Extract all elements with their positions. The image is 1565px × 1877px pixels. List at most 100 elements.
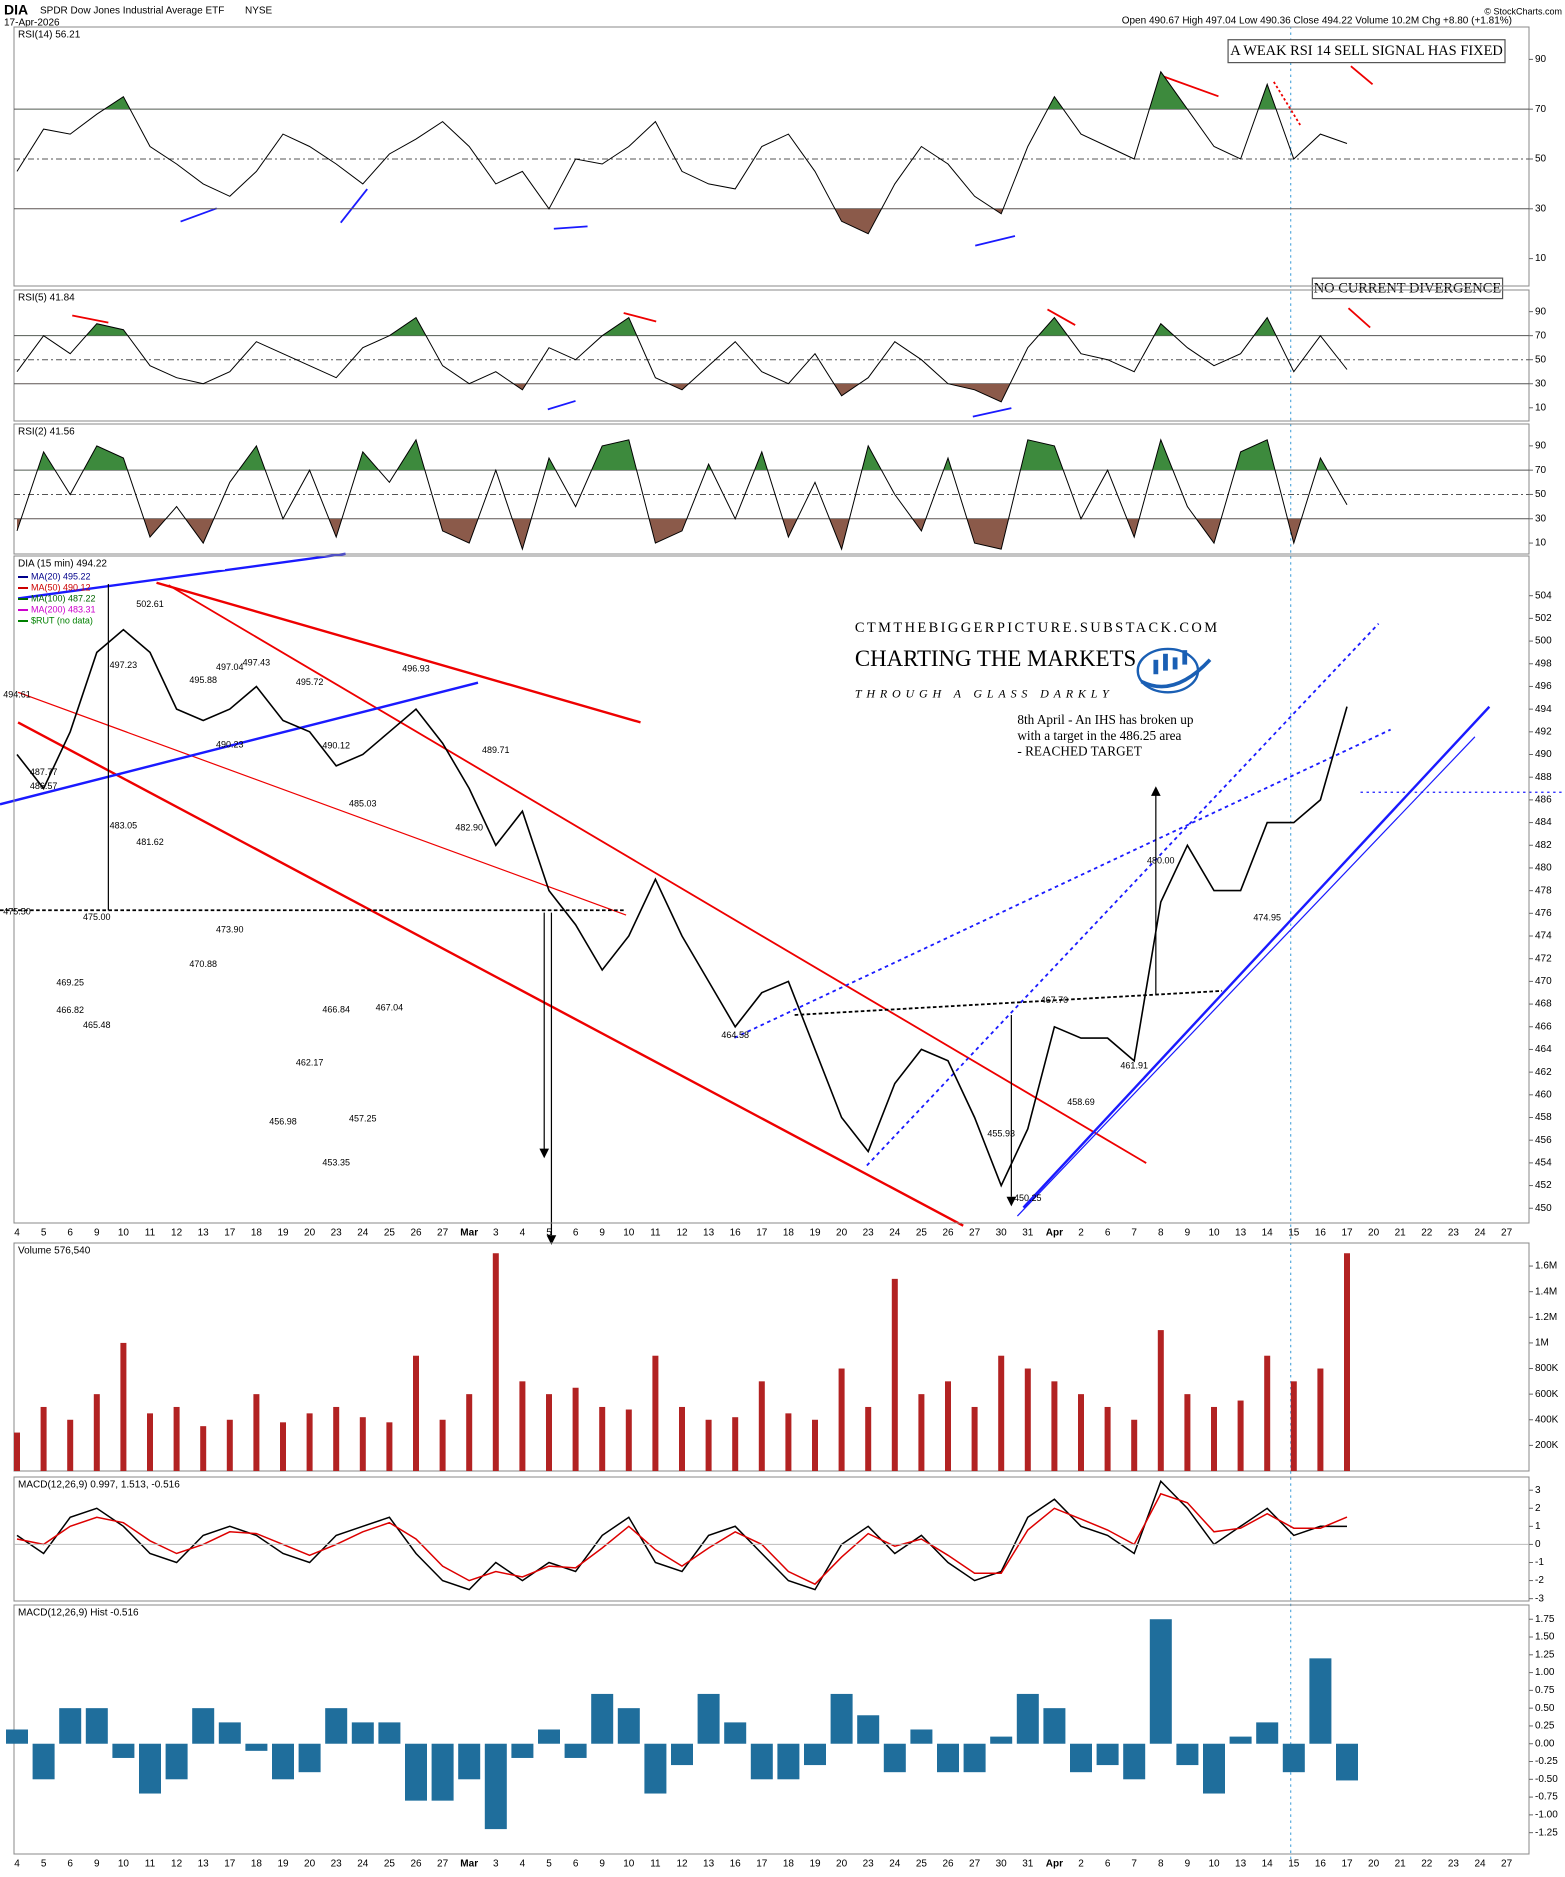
x-tick-label: 14 [1262, 1228, 1274, 1239]
x-tick-label: 27 [1501, 1859, 1513, 1870]
x-tick-label: 20 [836, 1859, 848, 1870]
x-tick-label: 7 [1131, 1859, 1137, 1870]
x-tick-label: 13 [198, 1228, 210, 1239]
legend-label: MA(100) 487.22 [31, 593, 96, 603]
y-tick-label: 800K [1535, 1363, 1559, 1374]
bar [750, 1743, 773, 1780]
bar [1264, 1355, 1271, 1471]
x-tick-label: 13 [198, 1859, 210, 1870]
y-tick-label: 504 [1535, 590, 1552, 601]
x-tick-label: 9 [599, 1228, 605, 1239]
bar [351, 1722, 374, 1744]
price-label: 485.03 [349, 798, 377, 808]
x-tick-label: 4 [14, 1859, 20, 1870]
y-tick-label: 50 [1535, 154, 1547, 165]
price-label: 467.04 [376, 1002, 404, 1012]
price-label: 483.05 [110, 821, 138, 831]
ihs-note: 8th April - An IHS has broken up [1017, 712, 1193, 727]
x-tick-label: 23 [331, 1228, 343, 1239]
y-tick-label: 1.25 [1535, 1649, 1555, 1660]
x-tick-label: 4 [520, 1859, 526, 1870]
bar [812, 1419, 818, 1471]
x-tick-label: 2 [1078, 1859, 1084, 1870]
x-tick-label: 23 [331, 1859, 343, 1870]
bar [226, 1419, 233, 1471]
y-tick-label: 0.00 [1535, 1738, 1555, 1749]
symbol: DIA [4, 2, 28, 18]
line [16, 438, 1348, 551]
y-tick-label: 1.2M [1535, 1312, 1557, 1323]
x-tick-label: 18 [251, 1228, 263, 1239]
bar [1344, 1253, 1350, 1471]
bar [918, 1394, 925, 1471]
x-tick-label: 25 [916, 1228, 928, 1239]
price-label: 462.17 [296, 1058, 324, 1068]
y-tick-label: 0.50 [1535, 1703, 1555, 1714]
legend-label: MA(50) 490.12 [31, 582, 91, 592]
security-name: SPDR Dow Jones Industrial Average ETF [40, 6, 224, 17]
bar [1016, 1693, 1039, 1744]
x-tick-label: 20 [836, 1228, 848, 1239]
bar [1203, 1743, 1225, 1794]
quote: Open 490.67 High 497.04 Low 490.36 Close… [1122, 16, 1512, 27]
y-tick-label: 484 [1535, 817, 1552, 828]
y-tick-label: 502 [1535, 613, 1552, 624]
bar [218, 1722, 241, 1744]
x-tick-label: 17 [756, 1859, 768, 1870]
y-tick-label: 486 [1535, 795, 1552, 806]
x-tick-label: 27 [437, 1228, 449, 1239]
x-tick-label: 11 [650, 1228, 661, 1239]
x-tick-label: 4 [14, 1228, 20, 1239]
x-tick-label: 12 [171, 1859, 183, 1870]
bar [998, 1355, 1005, 1471]
price-label: 465.48 [83, 1020, 111, 1030]
x-tick-label: 10 [623, 1228, 635, 1239]
x-tick-label: 19 [277, 1228, 289, 1239]
x-tick-label: 26 [942, 1228, 954, 1239]
x-tick-label: 6 [1105, 1859, 1111, 1870]
x-tick-label: 19 [809, 1228, 821, 1239]
y-tick-label: 70 [1535, 465, 1547, 476]
y-tick-label: 70 [1535, 104, 1547, 115]
x-tick-label: 17 [756, 1228, 768, 1239]
price-label: 458.69 [1067, 1097, 1095, 1107]
note-box [1227, 39, 1506, 64]
bar [1211, 1406, 1217, 1471]
price-label: 457.25 [349, 1113, 377, 1123]
rsi5-note: NO CURRENT DIVERGENCE [1314, 280, 1502, 296]
x-tick-label: Mar [460, 1859, 478, 1870]
bar [1024, 1368, 1031, 1471]
bar [511, 1743, 534, 1758]
x-tick-label: 10 [118, 1228, 130, 1239]
bar [546, 1394, 552, 1471]
overbought-fill [86, 317, 1277, 336]
x-tick-label: 3 [493, 1859, 499, 1870]
note-box [1013, 710, 1231, 761]
y-tick-label: 468 [1535, 999, 1552, 1010]
x-tick-label: Mar [460, 1228, 478, 1239]
bar [777, 1743, 800, 1780]
x-tick-label: 13 [703, 1859, 715, 1870]
y-tick-label: 482 [1535, 840, 1552, 851]
bar [1237, 1400, 1244, 1471]
price-label: 482.90 [455, 822, 483, 832]
bar [963, 1743, 986, 1773]
site: CTMTHEBIGGERPICTURE.SUBSTACK.COM [855, 620, 1220, 636]
bar [200, 1426, 207, 1471]
y-tick-label: 70 [1535, 330, 1547, 341]
bar [32, 1743, 55, 1780]
bar [538, 1729, 560, 1744]
y-tick-label: 1 [1535, 1521, 1541, 1532]
y-tick-label: 3 [1535, 1485, 1541, 1496]
x-tick-label: Apr [1046, 1228, 1063, 1239]
bar [359, 1417, 366, 1471]
price-label: 487.77 [30, 767, 58, 777]
bar [192, 1708, 215, 1744]
bar [333, 1406, 340, 1471]
y-tick-label: 1.00 [1535, 1667, 1555, 1678]
y-tick-label: 462 [1535, 1067, 1552, 1078]
y-tick-label: 50 [1535, 489, 1547, 500]
y-tick-label: 450 [1535, 1203, 1552, 1214]
x-tick-label: 25 [916, 1859, 928, 1870]
